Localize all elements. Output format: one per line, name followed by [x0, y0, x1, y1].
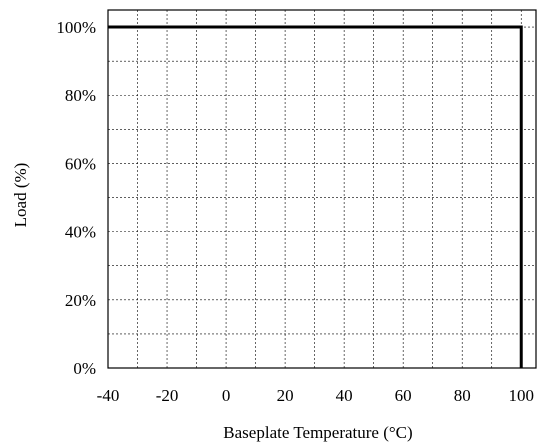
y-axis-title: Load (%) [11, 163, 30, 228]
x-tick-label: 80 [454, 386, 471, 405]
grid [108, 10, 536, 368]
x-tick-label: 0 [222, 386, 231, 405]
x-tick-label: 60 [395, 386, 412, 405]
x-axis-ticks: -40 -20 0 20 40 60 80 100 [97, 386, 534, 405]
y-tick-label: 80% [65, 86, 96, 105]
y-tick-label: 20% [65, 291, 96, 310]
y-tick-label: 100% [56, 18, 96, 37]
x-axis-title: Baseplate Temperature (°C) [223, 423, 412, 442]
x-tick-label: 20 [277, 386, 294, 405]
y-tick-label: 60% [65, 154, 96, 173]
x-tick-label: -20 [156, 386, 179, 405]
series-line [108, 25, 523, 368]
y-tick-label: 40% [65, 223, 96, 242]
y-axis-ticks: 0% 20% 40% 60% 80% 100% [56, 18, 96, 378]
x-tick-label: 100 [508, 386, 534, 405]
series-layer [108, 25, 523, 368]
x-tick-label: -40 [97, 386, 120, 405]
plot-area-frame [107, 9, 537, 369]
x-tick-label: 40 [336, 386, 353, 405]
y-tick-label: 0% [73, 359, 96, 378]
